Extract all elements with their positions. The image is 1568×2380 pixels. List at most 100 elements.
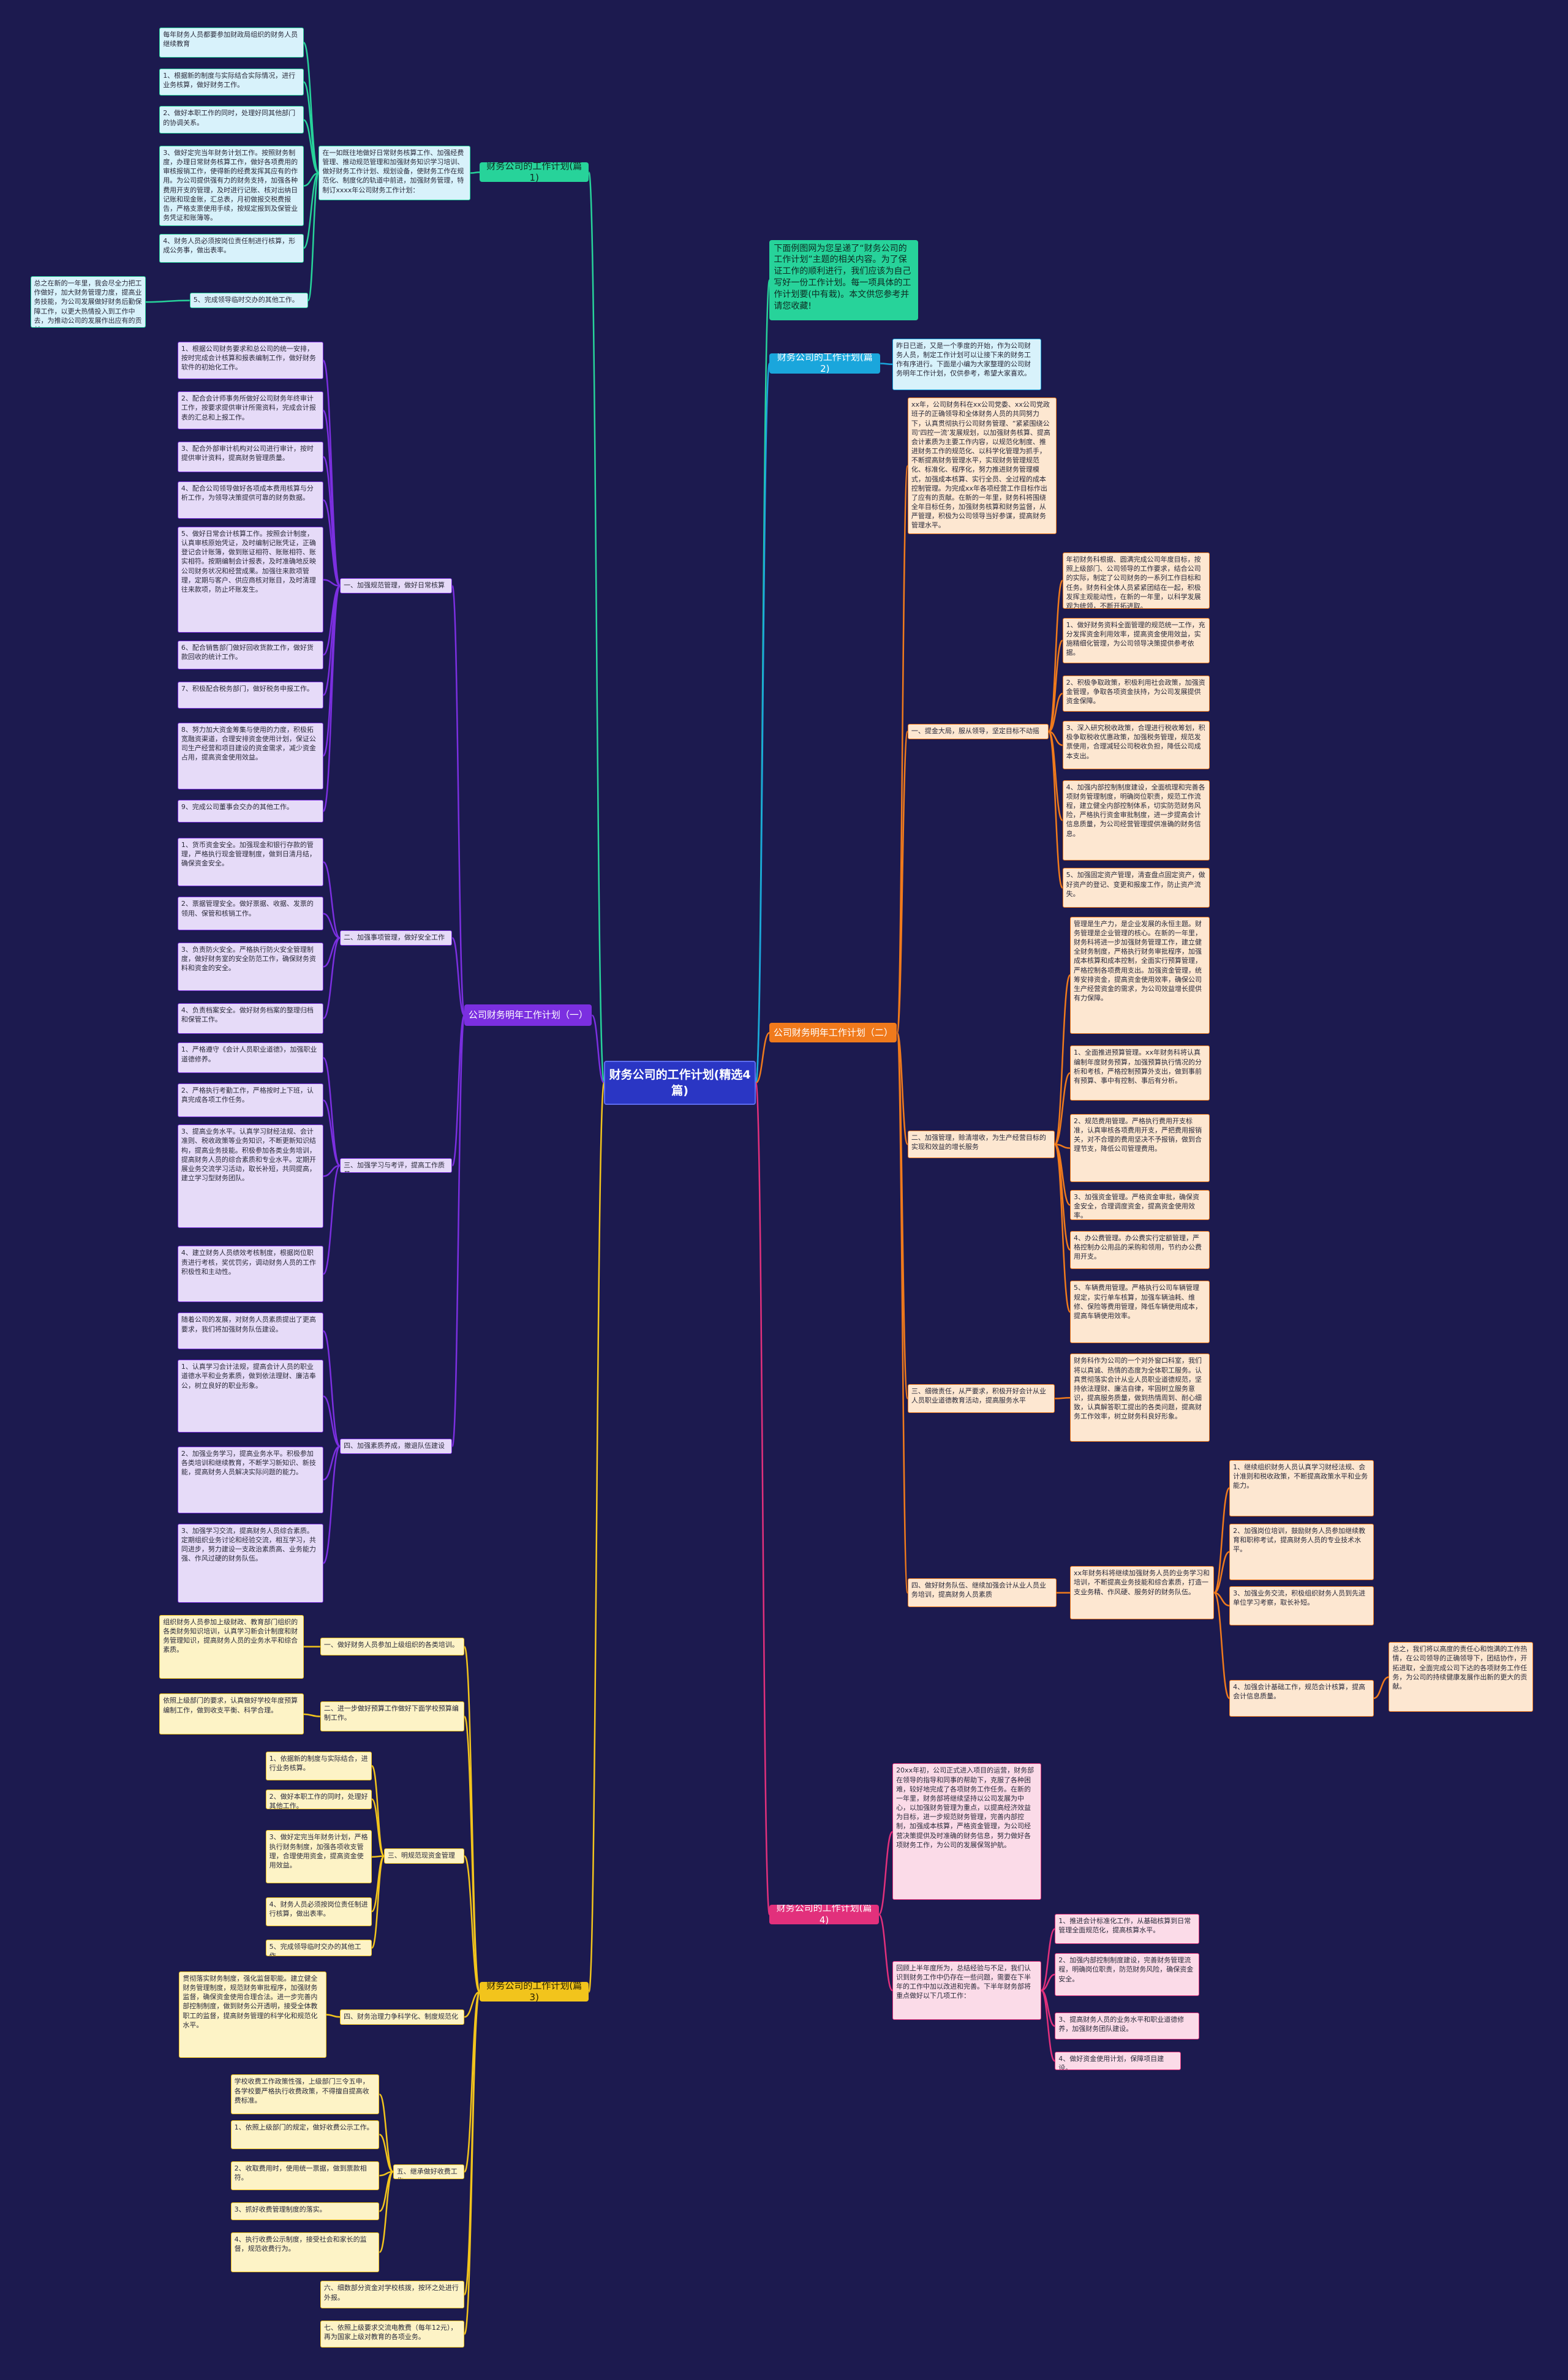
connector (755, 363, 771, 1084)
subtopic: 五、继承做好收费工作 (393, 2164, 465, 2180)
detail-node: 1、推进会计标准化工作，从基础核算到日常管理全面规范化，提高核算水平。 (1055, 1913, 1199, 1945)
subtopic: 在一如既往地做好日常财务核算工作、加强经费管理、推动规范管理和加强财务知识学习培… (318, 145, 471, 201)
detail-node: 3、加强学习交流，提高财务人员综合素质。定期组织业务讨论和经验交流，相互学习，共… (177, 1523, 323, 1603)
connector (323, 1395, 341, 1447)
connector (322, 410, 341, 587)
connector (451, 585, 466, 1017)
detail-node: 3、加强资金管理。严格资金审批，确保资金安全，合理调度资金，提高资金使用效率。 (1069, 1189, 1210, 1221)
subtopic: 一、提金大局，服从领导，坚定目标不动摇 (907, 724, 1049, 739)
connector (371, 1798, 385, 1857)
connector (1214, 1592, 1230, 1606)
detail-node: 贯彻落实财务制度，强化监督职能。建立健全财务管理制度，规范财务审批程序，加强财务… (179, 1971, 326, 2058)
branch-topic: 财务公司的工作计划(篇3) (480, 1982, 589, 2002)
connector (322, 1445, 341, 1564)
detail-node: 随着公司的发展，对财务人员素质提出了更高要求，我们将加强财务队伍建设。 (177, 1312, 323, 1349)
detail-node: 2、加强业务学习，提高业务水平。积极参加各类培训和继续教育，不断学习新知识、新技… (177, 1446, 323, 1513)
detail-node: 财务科作为公司的一个对外窗口科室，我们将以真诚、热情的态度为全体职工服务。认真贯… (1069, 1354, 1210, 1442)
detail-node: 3、提高业务水平。认真学习财经法规、会计准则、税收政策等业务知识，不断更新知识结… (177, 1124, 323, 1228)
connector (1213, 1592, 1231, 1700)
connector (464, 1646, 481, 1993)
connector (464, 1991, 480, 2018)
connector (1048, 731, 1063, 889)
detail-node: 3、做好定完当年财务计划工作。按照财务制度，办理日常财务核算工作，做好各项费用的… (159, 145, 304, 227)
detail-node: 3、提高财务人员的业务水平和职业道德修养，加强财务团队建设。 (1055, 2012, 1199, 2040)
detail-node: 4、加强内部控制制度建设，全面梳理和完善各项财务管理制度，明确岗位职责，规范工作… (1062, 780, 1210, 861)
connector (322, 585, 341, 757)
connector (451, 1014, 466, 1167)
connector (470, 171, 480, 174)
subtopic: xx年，公司财务科在xx公司党委、xx公司党政班子的正确领导和全体财务人员的共同… (907, 397, 1057, 535)
detail-node: 2、积极争取政策，积极利用社会政策，加强资金管理，争取各项资金扶持，为公司发展提… (1062, 675, 1210, 712)
branch-topic: 公司财务明年工作计划（一） (464, 1004, 592, 1026)
connector (323, 1099, 341, 1167)
detail-node: 5、完成领导临时交办的其他工作。 (265, 1939, 372, 1957)
connector (1040, 1928, 1056, 1992)
branch-topic: 财务公司的工作计划(篇2) (769, 353, 881, 374)
branch-topic: 公司财务明年工作计划（二） (769, 1023, 897, 1043)
connector (1041, 1973, 1055, 1992)
central-topic: 财务公司的工作计划(精选4篇) (604, 1061, 756, 1105)
detail-node: 年初财务科根据、圆满完成公司年度目标，按照上级部门、公司领导的工作要求，结合公司… (1062, 552, 1210, 609)
connector (379, 2093, 394, 2173)
subtopic: 四、加强素质养成，撤退队伍建设 (340, 1439, 453, 1454)
detail-node: 总之，我们将以高度的责任心和饱满的工作热情，在公司领导的正确领导下，团结协作，开… (1389, 1642, 1533, 1712)
subtopic: 回顾上半年度所为，总结经验与不足，我们认识到财务工作中仍存在一些问题，需要在下半… (892, 1960, 1041, 2020)
connector (322, 937, 341, 1019)
detail-node: 2、做好本职工作的同时，处理好其他工作。 (265, 1789, 372, 1809)
connector (322, 1056, 341, 1167)
detail-node: 1、根据公司财务要求和总公司的统一安排，按时完成会计核算和报表编制工作，做好财务… (177, 341, 323, 380)
connector (1213, 1551, 1230, 1594)
detail-node: 1、继续组织财务人员认真学习财经法规、会计准则和税收政策，不断提高政策水平和业务… (1229, 1459, 1374, 1516)
detail-node: 4、执行收费公示制度，接受社会和家长的监督，规范收费行为。 (230, 2232, 380, 2272)
connector (322, 360, 341, 587)
detail-node: 4、配合公司领导做好各项成本费用核算与分析工作，为领导决策提供可靠的财务数据。 (177, 481, 323, 519)
connector (303, 42, 320, 174)
detail-node: 5、做好日常会计核算工作。按照会计制度，认真审核原始凭证，及时编制记账凭证，正确… (177, 526, 323, 633)
detail-node: 管理是生产力，是企业发展的永恒主题。财务管理是企业管理的核心。在新的一年里，财务… (1069, 916, 1210, 1034)
detail-node: 2、做好本职工作的同时，处理好同其他部门的协调关系。 (159, 106, 304, 134)
detail-node: 1、根据新的制度与实际结合实际情况，进行业务核算，做好财务工作。 (159, 68, 304, 96)
connector (1054, 1072, 1071, 1145)
connector (371, 1764, 385, 1857)
connector (323, 861, 341, 939)
detail-node: 8、努力加大资金筹集与使用的力度，积极拓宽融资渠道，合理安排资金使用计划，保证公… (177, 722, 323, 789)
detail-node: 2、票据管理安全。做好票据、收据、发票的领用、保管和核销工作。 (177, 897, 323, 930)
detail-node: 3、抓好收费管理制度的落实。 (230, 2202, 380, 2221)
detail-node: 学校收费工作政策性强，上级部门三令五申，各学校要严格执行收费政策，不得擅自提高收… (230, 2074, 380, 2114)
connector (588, 171, 605, 1084)
subtopic: 一、加强规范管理，做好日常核算 (340, 578, 453, 593)
connector (303, 1713, 320, 1717)
detail-node: 1、做好财务资料全面管理的规范统一工作，充分发挥资金利用效率，提高资金使用效益，… (1062, 617, 1210, 663)
connector (379, 2171, 394, 2253)
connector (464, 1715, 481, 1993)
connector (322, 499, 341, 587)
connector (1213, 1487, 1231, 1594)
subtopic: 20xx年初，公司正式进入项目的运营，财务部在领导的指导和同事的帮助下，克服了各… (892, 1763, 1041, 1900)
detail-node: 1、认真学习会计法规，提高会计人员的职业道德水平和业务素质，做到依法理财、廉洁奉… (177, 1360, 323, 1433)
connector (303, 119, 320, 174)
detail-node: 5、车辆费用管理。严格执行公司车辆管理规定，实行单车核算，加强车辆油耗、维修、保… (1069, 1281, 1210, 1344)
connector (896, 1032, 909, 1145)
detail-node: 4、财务人员必须按岗位责任制进行核算，做出表率。 (265, 1897, 372, 1926)
detail-node: 3、深入研究税收政策，合理进行税收筹划，积极争取税收优惠政策，加强税务管理，规范… (1062, 721, 1210, 770)
detail-node: 5、完成领导临时交办的其他工作。 (189, 293, 309, 309)
detail-node: 2、严格执行考勤工作，严格按时上下班，认真完成各项工作任务。 (177, 1083, 323, 1117)
connector (322, 585, 341, 812)
detail-node: 3、做好定完当年财务计划，严格执行财务制度，加强各项收支管理，合理使用资金，提高… (265, 1830, 372, 1884)
subtopic: 四、财务治理力争科学化、制度规范化 (340, 2009, 465, 2025)
detail-node: 3、负责防火安全。严格执行防火安全管理制度，做好财务室的安全防范工作，确保财务资… (177, 942, 323, 992)
detail-node: 2、收取费用时，使用统一票据，做到票款相符。 (230, 2161, 380, 2190)
connector (451, 937, 466, 1017)
detail-node: 4、建立财务人员绩效考核制度，根据岗位职责进行考核，奖优罚劣，调动财务人员的工作… (177, 1246, 323, 1303)
connector (323, 1164, 341, 1177)
connector (322, 1330, 341, 1447)
detail-node: 3、配合外部审计机构对公司进行审计，按时提供审计资料，提高财务管理质量。 (177, 442, 323, 472)
branch-topic: 财务公司的工作计划(篇1) (480, 162, 589, 183)
detail-node: 依照上级部门的要求，认真做好学校年度预算编制工作，做到收支平衡、科学合理。 (159, 1693, 304, 1735)
detail-node: 总之在新的一年里，我会尽全力把工作做好，加大财务管理力度，提高业务技能，为公司发… (30, 276, 146, 328)
connector (145, 299, 190, 303)
detail-node: 9、完成公司董事会交办的其他工作。 (177, 799, 323, 823)
detail-node: 4、做好资金使用计划，保障项目建设。 (1055, 2052, 1181, 2070)
subtopic: 四、做好财务队伍、继续加强会计从业人员业务培训，提高财务人员素质 (907, 1578, 1057, 1608)
